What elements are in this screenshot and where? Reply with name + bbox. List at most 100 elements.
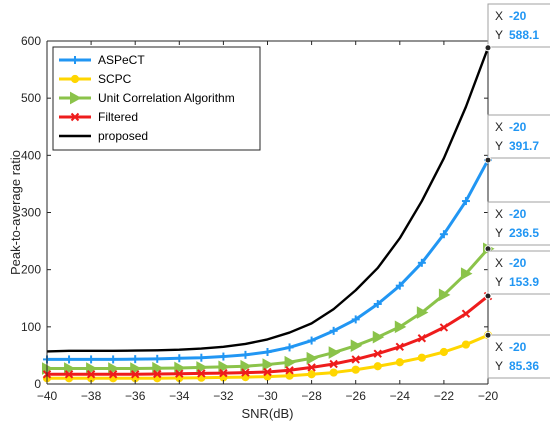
data-point: [417, 258, 426, 267]
datatip-y-key: Y: [495, 226, 503, 240]
data-point: [131, 355, 140, 364]
data-point: [307, 336, 316, 345]
data-point: [86, 370, 96, 379]
datatips-layer: X -20 Y 588.1 X -20 Y 391.7 X -20 Y 236.5 X -20 Y 153.9…: [484, 3, 550, 379]
x-tick-label: −40: [37, 389, 58, 403]
datatip: X -20 Y 85.36: [484, 331, 550, 379]
datatip: X -20 Y 588.1: [484, 3, 550, 52]
data-point: [328, 346, 341, 359]
data-point: [241, 350, 250, 359]
data-point: [439, 323, 449, 332]
data-point: [262, 358, 275, 371]
data-point: [64, 370, 74, 379]
data-point: [373, 299, 382, 308]
datatip-x-key: X: [495, 207, 503, 221]
legend-label: proposed: [98, 129, 148, 143]
y-tick-label: 200: [21, 263, 41, 277]
data-point: [218, 360, 230, 374]
data-point: [197, 353, 206, 362]
data-point: [329, 359, 338, 369]
datatip: X -20 Y 153.9: [484, 250, 550, 300]
x-tick-label: −28: [301, 389, 322, 403]
data-point: [219, 352, 228, 361]
data-point: [417, 353, 426, 362]
series-layer: [42, 47, 495, 383]
data-point: [351, 365, 360, 374]
datatip-box: [487, 250, 550, 295]
data-point: [372, 330, 385, 344]
legend-entry[interactable]: Unit Correlation Algorithm: [59, 91, 235, 105]
data-point: [306, 351, 319, 365]
data-point: [241, 368, 250, 377]
datatip-y-key: Y: [495, 28, 503, 42]
legend-marker: [70, 91, 82, 105]
legend-entry[interactable]: ASPeCT: [59, 53, 145, 67]
data-point: [329, 368, 338, 377]
legend-entry[interactable]: proposed: [59, 129, 148, 143]
data-point: [461, 309, 471, 318]
legend-entry[interactable]: Filtered: [59, 110, 138, 124]
legend-entry[interactable]: SCPC: [59, 72, 132, 86]
datatip-y-key: Y: [495, 139, 503, 153]
x-tick-label: −34: [169, 389, 190, 403]
x-tick-label: −22: [434, 389, 455, 403]
x-tick-label: −38: [81, 389, 102, 403]
series-line: [46, 47, 490, 353]
legend[interactable]: ASPeCT SCPC Unit Correlation Algorithm Filt…: [52, 46, 261, 151]
legend-label: ASPeCT: [98, 53, 145, 67]
data-point: [373, 362, 382, 371]
y-tick-label: 500: [21, 91, 41, 105]
datatip-y-key: Y: [495, 359, 503, 373]
datatip-x-key: X: [495, 9, 503, 23]
data-point: [153, 354, 162, 363]
data-point: [197, 369, 206, 378]
data-point: [219, 368, 228, 378]
data-point: [284, 355, 297, 369]
legend-label: Unit Correlation Algorithm: [98, 91, 235, 105]
legend-marker: [70, 112, 80, 122]
data-point: [350, 339, 363, 353]
y-tick-label: 400: [21, 148, 41, 162]
x-tick-label: −26: [346, 389, 367, 403]
data-point: [351, 355, 360, 364]
legend-label: SCPC: [98, 72, 132, 86]
datatip-x-value: -20: [509, 256, 527, 270]
data-point: [285, 343, 294, 352]
x-tick-label: −24: [390, 389, 411, 403]
series-proposed: [46, 47, 490, 353]
data-point: [461, 197, 470, 206]
data-point: [439, 230, 448, 239]
y-tick-label: 600: [21, 34, 41, 48]
datatip-x-value: -20: [509, 9, 527, 23]
data-point: [65, 355, 74, 364]
legend-marker: [71, 56, 79, 64]
datatip-x-value: -20: [509, 340, 527, 354]
datatip-marker: [484, 44, 492, 52]
data-point: [439, 347, 448, 357]
datatip-x-value: -20: [509, 207, 527, 221]
legend-marker: [70, 74, 80, 84]
datatip-box: [487, 201, 550, 246]
data-point: [394, 320, 407, 334]
axes-layer: −40 −38 −36 −34 −32 −30 −28 −26 −24 −22 −20 0 100 200…: [8, 34, 499, 421]
data-point: [130, 370, 140, 379]
x-tick-label: −36: [125, 389, 146, 403]
data-point: [395, 342, 405, 352]
data-point: [351, 315, 360, 324]
data-point: [416, 306, 429, 319]
data-point: [417, 334, 427, 343]
data-point: [285, 371, 294, 380]
data-point: [395, 281, 404, 290]
datatip-y-value: 391.7: [509, 139, 539, 153]
x-tick-label: −30: [257, 389, 278, 403]
y-tick-label: 0: [34, 377, 41, 391]
data-point: [109, 355, 118, 364]
data-point: [438, 288, 451, 302]
data-point: [87, 355, 96, 364]
datatip: X -20 Y 391.7: [484, 114, 550, 164]
datatip-box: [487, 114, 550, 159]
series-filtered: [42, 291, 493, 379]
datatip: X -20 Y 236.5: [484, 201, 550, 253]
datatip-y-value: 85.36: [509, 359, 539, 373]
